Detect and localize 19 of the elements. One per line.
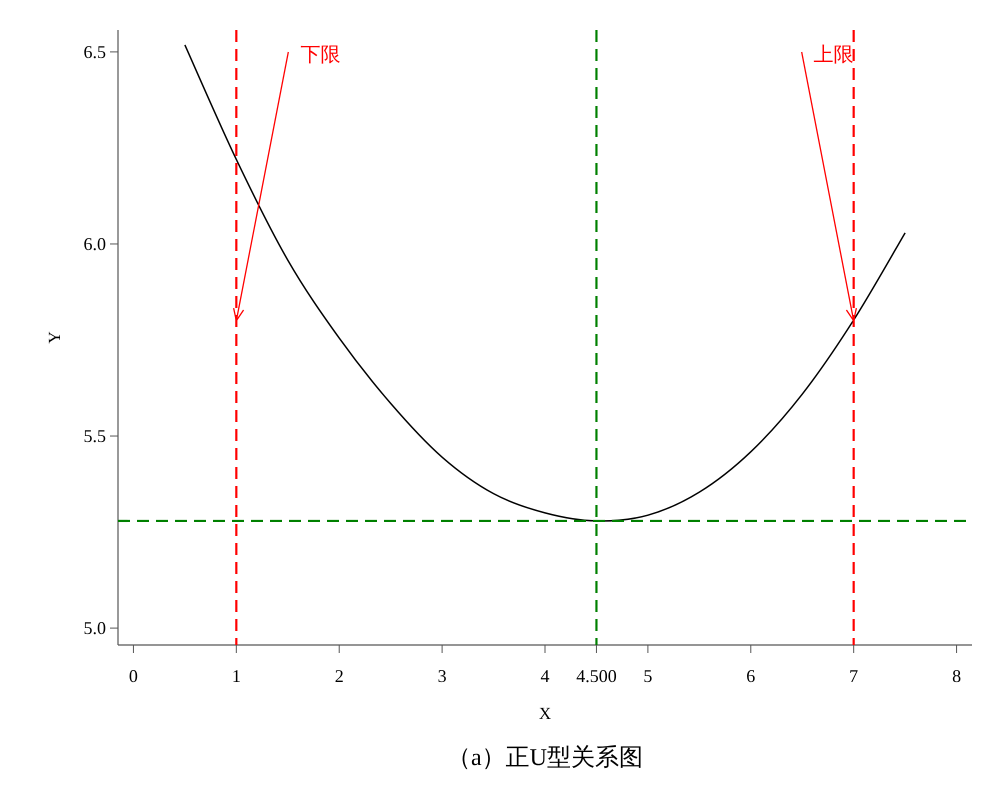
x-tick-label: 5 bbox=[643, 666, 652, 686]
x-tick-label: 7 bbox=[849, 666, 858, 686]
x-tick-label: 0 bbox=[128, 666, 138, 686]
y-tick-label: 6.0 bbox=[84, 234, 106, 254]
x-tick-label: 4.500 bbox=[576, 666, 617, 686]
x-tick-label: 6 bbox=[746, 666, 756, 686]
y-tick-label: 5.0 bbox=[84, 618, 106, 638]
x-tick-label: 3 bbox=[438, 666, 447, 686]
x-axis-title: X bbox=[538, 704, 552, 723]
annotation: 下限 bbox=[300, 44, 340, 66]
y-tick-label: 5.5 bbox=[84, 426, 106, 446]
x-tick-label: 1 bbox=[232, 666, 241, 686]
x-tick-label: 4 bbox=[540, 666, 550, 686]
x-tick-label: 8 bbox=[952, 666, 962, 686]
text: （a）正U型关系图 bbox=[447, 744, 643, 771]
line-series bbox=[184, 44, 906, 522]
y-tick-label: 6.5 bbox=[84, 42, 106, 62]
y-axis-title: Y bbox=[45, 331, 64, 344]
x-tick-label: 2 bbox=[334, 666, 344, 686]
